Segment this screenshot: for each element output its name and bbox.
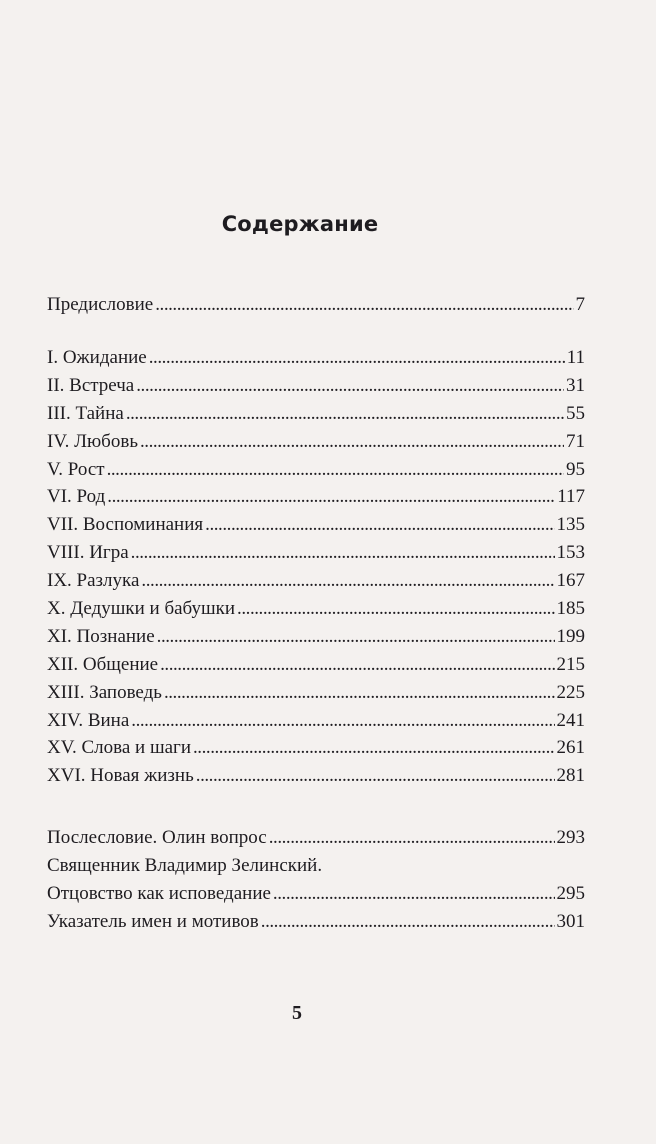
entry-label: VII. Воспоминания [47, 514, 204, 536]
entry-label: Послесловие. Олин вопрос [47, 827, 267, 848]
toc-entry: Послесловие. Олин вопрос 293 [47, 824, 585, 852]
entry-page: 55 [566, 402, 585, 424]
entry-page: 11 [566, 347, 585, 368]
entry-label: IX. Разлука [47, 570, 140, 592]
entry-page: 31 [566, 374, 585, 396]
toc-entry: V. Рост 95 [47, 456, 585, 484]
toc-entry: Отцовство как исповедание 295 [47, 880, 585, 908]
entry-page: 167 [556, 570, 586, 592]
toc-entry: II. Встреча 31 [47, 372, 585, 400]
toc-entry: Предисловие 7 [47, 291, 585, 319]
toc-entry: XV. Слова и шаги 261 [47, 734, 585, 762]
entry-page: 293 [556, 827, 586, 848]
dot-leader [131, 707, 554, 735]
entry-page: 261 [556, 737, 586, 759]
toc-entry: XVI. Новая жизнь 281 [47, 762, 585, 790]
toc-preface: Предисловие 7 [47, 291, 585, 319]
entry-label: Отцовство как исповедание [47, 882, 271, 904]
dot-leader [155, 291, 573, 319]
dot-leader [205, 511, 554, 539]
dot-leader [136, 372, 564, 400]
toc-entry: IX. Разлука 167 [47, 567, 585, 595]
toc-entry: III. Тайна 55 [47, 400, 585, 428]
toc-entry: IV. Любовь 71 [47, 428, 585, 456]
toc-entry: VIII. Игра 153 [47, 539, 585, 567]
toc-entry: I. Ожидание 11 [47, 344, 585, 372]
entry-label: VIII. Игра [47, 542, 129, 564]
dot-leader [269, 824, 555, 852]
dot-leader [237, 595, 554, 623]
entry-label: X. Дедушки и бабушки [47, 598, 236, 620]
entry-page: 301 [556, 910, 586, 932]
dot-leader [141, 567, 554, 595]
entry-page: 295 [556, 882, 586, 904]
dot-leader [196, 762, 555, 790]
toc-entry: VII. Воспоминания 135 [47, 511, 585, 539]
toc-entry: Указатель имен и мотивов 301 [47, 908, 585, 936]
entry-label: V. Рост [47, 458, 105, 480]
dot-leader [164, 679, 555, 707]
dot-leader [131, 539, 555, 567]
toc-entry: Священник Владимир Зелинский. [47, 852, 585, 880]
entry-label: XIII. Заповедь [47, 681, 162, 703]
entry-label: Предисловие [47, 294, 154, 315]
entry-page: 185 [556, 598, 586, 620]
entry-label: II. Встреча [47, 374, 135, 396]
entry-page: 241 [556, 709, 586, 731]
entry-page: 135 [556, 514, 586, 536]
entry-page: 95 [566, 458, 585, 480]
dot-leader [126, 400, 564, 428]
entry-label: VI. Род [47, 486, 106, 508]
entry-label: III. Тайна [47, 402, 124, 424]
toc-entry: VI. Род 117 [47, 483, 585, 511]
entry-label: XVI. Новая жизнь [47, 765, 194, 787]
entry-page: 225 [556, 681, 586, 703]
entry-label: I. Ожидание [47, 347, 147, 368]
toc-chapters: I. Ожидание 11 II. Встреча 31 III. Тайна 55 IV… [47, 344, 585, 790]
page-number: 5 [292, 1002, 302, 1024]
entry-label: IV. Любовь [47, 430, 138, 452]
entry-page: 281 [556, 765, 586, 787]
dot-leader [157, 623, 555, 651]
entry-label: XII. Общение [47, 653, 159, 675]
dot-leader [140, 428, 564, 456]
entry-page: 117 [557, 486, 585, 508]
toc-entry: XIII. Заповедь 225 [47, 679, 585, 707]
dot-leader [273, 880, 555, 908]
entry-label: Указатель имен и мотивов [47, 910, 259, 932]
entry-label: Священник Владимир Зелинский. [47, 854, 323, 876]
entry-label: XV. Слова и шаги [47, 737, 191, 759]
toc-entry: XII. Общение 215 [47, 651, 585, 679]
dot-leader [261, 908, 555, 936]
entry-page: 153 [556, 542, 586, 564]
entry-page: 71 [566, 430, 585, 452]
entry-label: XI. Познание [47, 625, 155, 647]
toc-back-matter: Послесловие. Олин вопрос 293 Священник Вла… [47, 824, 585, 936]
entry-page: 7 [575, 294, 586, 315]
dot-leader [107, 483, 555, 511]
entry-page: 199 [556, 625, 586, 647]
toc-entry: X. Дедушки и бабушки 185 [47, 595, 585, 623]
toc-entry: XI. Познание 199 [47, 623, 585, 651]
toc-entry: XIV. Вина 241 [47, 707, 585, 735]
dot-leader [149, 344, 565, 372]
dot-leader [160, 651, 554, 679]
dot-leader [193, 734, 555, 762]
entry-page: 215 [556, 653, 586, 675]
page-title: Содержание [221, 212, 379, 236]
entry-label: XIV. Вина [47, 709, 130, 731]
dot-leader [107, 456, 564, 484]
